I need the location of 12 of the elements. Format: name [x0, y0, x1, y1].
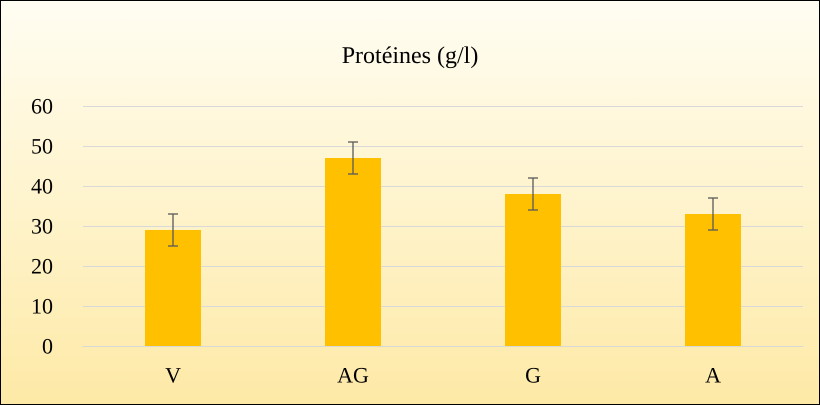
x-tick-label: G	[525, 362, 542, 388]
y-tick-label: 0	[42, 334, 53, 358]
x-tick-label: V	[165, 362, 182, 388]
chart-title: Protéines (g/l)	[342, 43, 478, 69]
y-tick-label: 50	[31, 134, 53, 158]
x-tick-label: AG	[337, 362, 369, 388]
y-tick-label: 40	[31, 174, 53, 198]
y-tick-label: 20	[31, 254, 53, 278]
x-tick-label: A	[705, 362, 722, 388]
y-tick-label: 30	[31, 214, 53, 238]
y-tick-label: 10	[31, 294, 53, 318]
y-tick-label: 60	[31, 94, 53, 118]
